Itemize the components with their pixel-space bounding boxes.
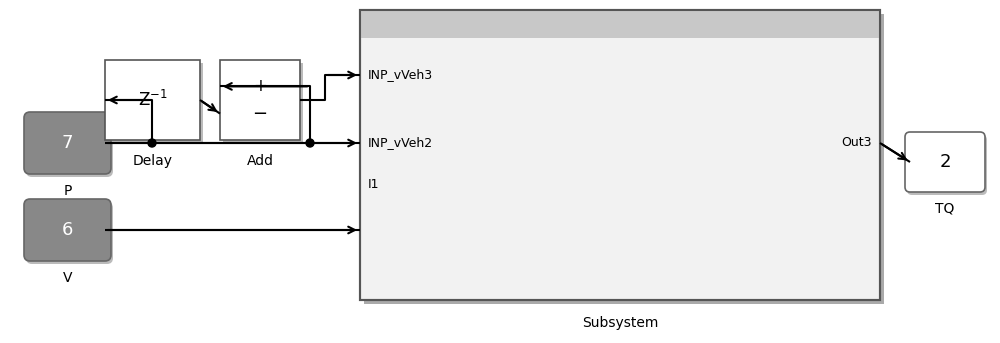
Bar [364,14,884,304]
Circle shape [148,139,156,147]
Text: I1: I1 [368,178,380,191]
Text: Z$^{-1}$: Z$^{-1}$ [138,90,167,110]
FancyBboxPatch shape [26,115,113,177]
Circle shape [306,139,314,147]
Text: −: − [252,105,268,122]
Bar [108,63,203,143]
FancyBboxPatch shape [907,135,987,195]
Text: 2: 2 [939,153,951,171]
FancyBboxPatch shape [24,112,111,174]
Text: INP_vVeh2: INP_vVeh2 [368,137,433,150]
Text: 6: 6 [62,221,73,239]
Text: P: P [63,184,72,198]
Bar [223,63,303,143]
FancyBboxPatch shape [26,202,113,264]
Text: Subsystem: Subsystem [582,316,658,330]
Bar [360,10,880,38]
Text: Out3: Out3 [842,137,872,150]
Bar [105,60,200,140]
Text: 7: 7 [62,134,73,152]
Text: V: V [63,271,72,285]
Text: +: + [253,78,267,95]
Text: Add: Add [246,154,274,168]
Bar [360,10,880,300]
Text: TQ: TQ [935,201,955,215]
Text: INP_vVeh3: INP_vVeh3 [368,69,433,82]
Bar [220,60,300,140]
Bar [360,10,880,300]
Text: Delay: Delay [132,154,173,168]
FancyBboxPatch shape [905,132,985,192]
FancyBboxPatch shape [24,199,111,261]
